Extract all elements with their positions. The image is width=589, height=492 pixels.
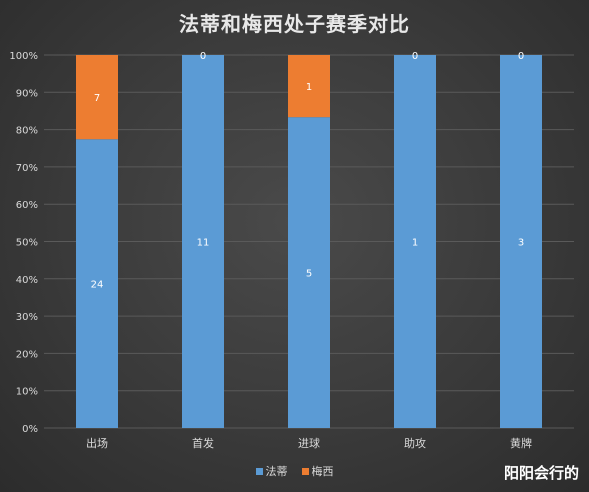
- legend-swatch-fati: [255, 467, 263, 475]
- watermark: 阳阳会行的: [503, 464, 579, 482]
- y-tick-label: 70%: [16, 163, 38, 174]
- y-tick-label: 10%: [16, 387, 38, 398]
- bar-segment: [288, 117, 330, 429]
- data-label: 1: [412, 238, 418, 249]
- data-label: 7: [94, 93, 100, 104]
- bar-segment: [500, 55, 542, 428]
- bar-segment: [76, 139, 118, 428]
- legend: 法蒂 梅西: [0, 463, 589, 479]
- x-tick-label: 进球: [298, 436, 320, 450]
- legend-swatch-messi: [301, 467, 309, 475]
- y-tick-label: 60%: [16, 200, 38, 211]
- y-tick-label: 50%: [16, 238, 38, 249]
- legend-item-messi: 梅西: [301, 463, 334, 479]
- x-tick-label: 出场: [86, 436, 108, 450]
- bar-segment: [182, 55, 224, 428]
- data-label: 5: [306, 269, 312, 280]
- bar-segment: [76, 55, 118, 140]
- data-label: 0: [412, 51, 418, 62]
- y-tick-label: 100%: [9, 51, 38, 62]
- data-label: 24: [91, 280, 104, 291]
- y-tick-label: 30%: [16, 312, 38, 323]
- y-tick-label: 80%: [16, 126, 38, 137]
- legend-item-fati: 法蒂: [255, 463, 288, 479]
- y-tick-label: 0%: [22, 424, 38, 435]
- data-label: 1: [306, 82, 312, 93]
- data-label: 3: [518, 238, 524, 249]
- x-tick-label: 黄牌: [510, 436, 532, 450]
- bar-segment: [394, 55, 436, 428]
- y-tick-label: 20%: [16, 349, 38, 360]
- bar-segment: [288, 55, 330, 118]
- data-label: 11: [197, 238, 210, 249]
- legend-label-fati: 法蒂: [265, 465, 288, 478]
- y-tick-label: 90%: [16, 88, 38, 99]
- y-tick-label: 40%: [16, 275, 38, 286]
- x-tick-label: 首发: [192, 436, 214, 450]
- data-label: 0: [200, 51, 206, 62]
- legend-label-messi: 梅西: [311, 465, 334, 478]
- chart-title: 法蒂和梅西处子赛季对比: [179, 12, 410, 36]
- data-label: 0: [518, 51, 524, 62]
- x-tick-label: 助攻: [404, 436, 426, 450]
